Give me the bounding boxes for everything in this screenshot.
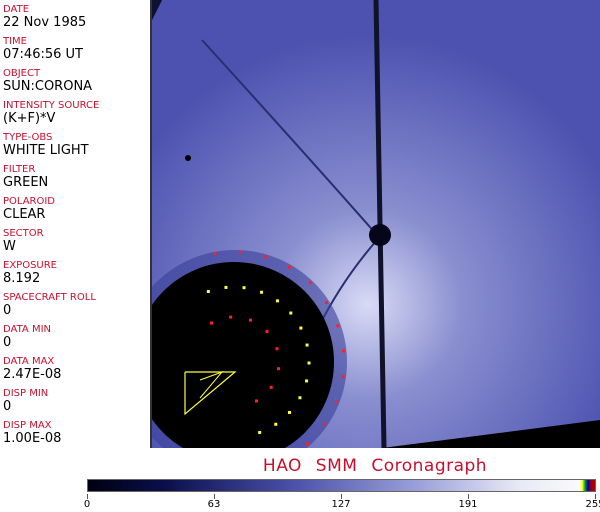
position-marker <box>213 252 217 256</box>
colorbar-tick-label: 63 <box>207 499 221 510</box>
field-value: 0 <box>3 303 12 318</box>
position-marker <box>308 281 312 285</box>
field-label: POLAROID <box>3 196 56 207</box>
position-marker <box>274 422 278 426</box>
field-value: 8.192 <box>3 271 41 286</box>
colorbar-tick-label: 0 <box>83 499 91 510</box>
field-label: DATE <box>3 4 30 15</box>
field-value: 1.00E-08 <box>3 431 62 446</box>
position-marker <box>265 329 269 333</box>
header-field: TIME 07:46:56 UT <box>3 36 83 62</box>
header-field: TYPE-OBS WHITE LIGHT <box>3 132 89 158</box>
position-marker <box>305 379 309 383</box>
position-marker <box>307 361 311 365</box>
colorbar-tick <box>341 494 342 499</box>
position-marker <box>264 255 268 259</box>
position-marker <box>248 318 252 322</box>
field-label: DATA MIN <box>3 324 51 335</box>
position-marker <box>224 285 228 289</box>
header-field: FILTER GREEN <box>3 164 48 190</box>
field-label: DATA MAX <box>3 356 55 367</box>
header-field: SECTOR W <box>3 228 44 254</box>
position-marker <box>210 321 213 325</box>
position-marker <box>258 430 262 434</box>
position-marker <box>341 375 345 379</box>
colorbar-tick-label: 191 <box>458 499 478 510</box>
header-field: SPACECRAFT ROLL 0 <box>3 292 96 318</box>
position-marker <box>260 290 264 294</box>
position-marker <box>287 410 291 414</box>
instrument-title: HAO SMM Coronagraph <box>262 456 488 476</box>
field-value: CLEAR <box>3 207 46 222</box>
field-value: WHITE LIGHT <box>3 143 89 158</box>
field-label: INTENSITY SOURCE <box>3 100 100 111</box>
header-field: INTENSITY SOURCE (K+F)*V <box>3 100 99 126</box>
triangle-marker <box>184 371 237 416</box>
position-marker <box>275 347 279 351</box>
field-value: 0 <box>3 399 12 414</box>
field-value: 2.47E-08 <box>3 367 62 382</box>
field-value: SUN:CORONA <box>3 79 93 94</box>
field-label: TIME <box>3 36 28 47</box>
position-marker <box>255 399 258 403</box>
colorbar-tick <box>468 494 469 499</box>
colorbar-tick <box>87 494 88 499</box>
position-marker <box>325 301 329 305</box>
position-marker <box>305 343 309 347</box>
position-marker <box>335 400 339 404</box>
field-value: 07:46:56 UT <box>3 47 83 62</box>
position-marker <box>289 311 293 315</box>
occulting-disk <box>152 262 334 448</box>
field-label: OBJECT <box>3 68 41 79</box>
position-marker <box>336 324 340 328</box>
pylon-hub <box>369 224 391 246</box>
position-marker <box>323 422 327 426</box>
colorbar-tick-label: 127 <box>331 499 351 510</box>
position-marker <box>229 315 233 319</box>
position-marker <box>242 286 246 290</box>
position-marker <box>239 250 243 254</box>
field-value: (K+F)*V <box>3 111 56 126</box>
header-field: POLAROID CLEAR <box>3 196 55 222</box>
colorbar-tick-label: 255 <box>585 499 600 510</box>
position-marker <box>288 265 292 269</box>
field-label: TYPE-OBS <box>3 132 53 143</box>
position-marker <box>299 326 303 330</box>
position-marker <box>275 299 279 303</box>
header-field: DATE 22 Nov 1985 <box>3 4 86 30</box>
position-marker <box>206 290 210 294</box>
header-field: DATA MAX 2.47E-08 <box>3 356 61 382</box>
position-marker <box>341 349 345 353</box>
coronagraph-image <box>152 0 600 448</box>
field-label: FILTER <box>3 164 36 175</box>
header-field: DATA MIN 0 <box>3 324 51 350</box>
position-marker <box>305 442 309 446</box>
header-info-panel: DATE 22 Nov 1985 TIME 07:46:56 UT OBJECT SUN:… <box>0 0 152 448</box>
position-marker <box>269 385 273 389</box>
colorbar-tick <box>595 494 596 499</box>
header-field: DISP MAX 1.00E-08 <box>3 420 61 446</box>
header-field: OBJECT SUN:CORONA <box>3 68 92 94</box>
field-label: DISP MAX <box>3 420 52 431</box>
header-field: DISP MIN 0 <box>3 388 48 414</box>
position-marker <box>276 367 280 371</box>
field-value: 22 Nov 1985 <box>3 15 87 30</box>
field-label: EXPOSURE <box>3 260 58 271</box>
field-value: 0 <box>3 335 12 350</box>
colorbar <box>87 479 596 492</box>
field-label: SPACECRAFT ROLL <box>3 292 96 303</box>
field-value: GREEN <box>3 175 49 190</box>
position-marker <box>298 396 302 400</box>
field-label: SECTOR <box>3 228 44 239</box>
field-value: W <box>3 239 16 254</box>
header-field: EXPOSURE 8.192 <box>3 260 57 286</box>
field-label: DISP MIN <box>3 388 49 399</box>
colorbar-tick <box>214 494 215 499</box>
